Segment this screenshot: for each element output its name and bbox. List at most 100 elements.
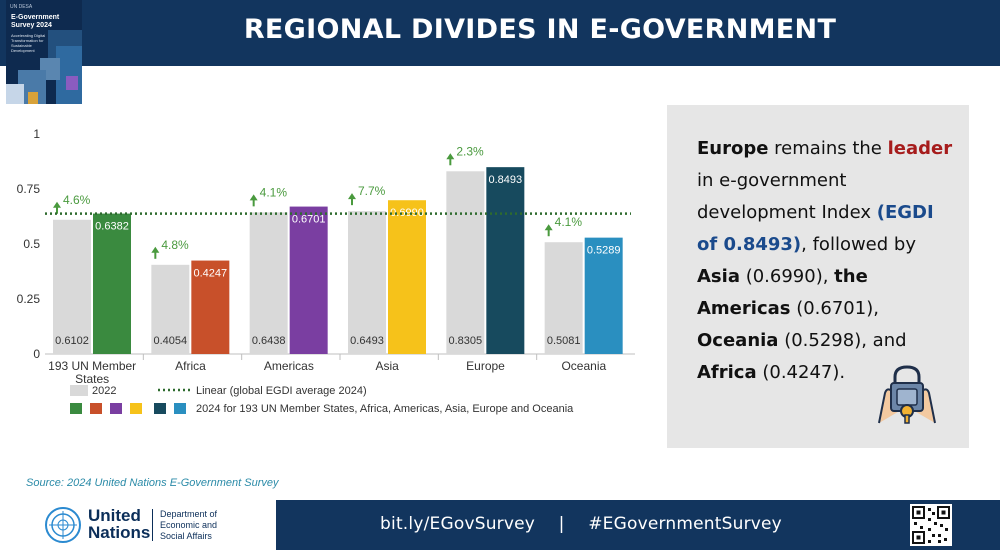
bar-2024	[289, 206, 328, 354]
y-tick-label: 0.75	[17, 182, 41, 196]
x-tick-label: States	[75, 372, 109, 386]
data-label-2022: 0.5081	[547, 335, 581, 347]
growth-arrow-stem	[351, 198, 353, 206]
header-bar: REGIONAL DIVIDES IN E-GOVERNMENT	[0, 0, 1000, 66]
legend-swatch-2024	[154, 403, 166, 414]
bar-2022	[151, 264, 190, 354]
x-tick-label: 193 UN Member	[48, 359, 136, 373]
data-label-2024: 0.6990	[390, 207, 424, 219]
y-tick-label: 0.25	[17, 292, 41, 306]
data-label-2024: 0.6701	[292, 214, 326, 226]
bar-2022	[348, 211, 386, 354]
bar-2024	[584, 237, 623, 354]
data-label-2022: 0.6438	[252, 335, 286, 347]
legend-label-2022: 2022	[92, 385, 116, 397]
summary-asia: Asia	[697, 266, 740, 287]
summary-europe: Europe	[697, 138, 769, 159]
desa-logo-text: Department of Economic and Social Affair…	[160, 509, 217, 542]
chart-area: 0 0.25 0.5 0.75 1 0.6102 0.6382 4.6% 193 UN Memb…	[0, 122, 665, 426]
summary-text-part: , followed by	[801, 234, 916, 255]
footer-links: bit.ly/EGovSurvey | #EGovernmentSurvey	[276, 514, 886, 534]
un-name-line2: Nations	[88, 523, 151, 542]
growth-arrow-icon	[151, 246, 160, 253]
bar-2022	[446, 171, 485, 354]
growth-label: 4.6%	[63, 193, 91, 207]
logo-divider	[152, 509, 153, 541]
y-tick-label: 0	[33, 347, 40, 361]
summary-text-part: in e-government development Index	[697, 170, 877, 223]
un-logo-text: United Nations	[88, 507, 150, 541]
growth-arrow-icon	[446, 153, 455, 160]
data-label-2024: 0.6382	[95, 221, 129, 233]
growth-arrow-stem	[56, 206, 58, 214]
legend-swatch-2024	[90, 403, 102, 414]
survey-hashtag: #EGovernmentSurvey	[588, 514, 782, 534]
summary-americas: the Americas	[697, 266, 868, 319]
summary-text-part: (0.4247).	[756, 362, 846, 383]
summary-africa: Africa	[697, 362, 757, 383]
summary-text-part: remains the	[768, 138, 888, 159]
growth-label: 4.8%	[161, 238, 189, 252]
data-label-2024: 0.8493	[489, 174, 523, 186]
data-label-2022: 0.8305	[449, 335, 483, 347]
cover-title: E-Government Survey 2024	[11, 14, 60, 29]
y-tick-label: 0.5	[23, 237, 40, 251]
legend-label-2024: 2024 for 193 UN Member States, Africa, A…	[196, 403, 574, 415]
x-tick-label: Europe	[466, 359, 505, 373]
survey-cover-thumbnail: UN DESA E-Government Survey 2024 Acceler…	[6, 0, 82, 104]
data-label-2024: 0.5289	[587, 245, 621, 257]
survey-link[interactable]: bit.ly/EGovSurvey	[380, 514, 536, 534]
summary-leader: leader	[887, 138, 953, 159]
data-label-2022: 0.6493	[350, 335, 384, 347]
qr-code-icon[interactable]	[910, 504, 952, 546]
growth-arrow-stem	[547, 229, 550, 237]
growth-arrow-stem	[252, 199, 255, 207]
desa-line2: Economic and	[160, 520, 218, 530]
growth-label: 2.3%	[456, 144, 484, 158]
data-label-2022: 0.4054	[154, 335, 188, 347]
x-tick-label: Americas	[264, 359, 314, 373]
bar-2022	[53, 219, 91, 354]
legend-swatch-2024	[70, 403, 82, 414]
growth-arrow-icon	[544, 224, 553, 231]
bar-2024	[93, 213, 131, 354]
x-tick-label: Oceania	[561, 359, 606, 373]
footer-separator: |	[558, 514, 565, 534]
bar-2022	[249, 212, 288, 354]
growth-arrow-stem	[154, 251, 157, 259]
summary-text: Europe remains the leader in e-governmen…	[697, 133, 957, 389]
bar-2024	[191, 260, 230, 354]
cover-art-image	[6, 0, 82, 104]
legend-swatch-2024	[130, 403, 142, 414]
growth-arrow-stem	[449, 158, 452, 166]
data-label-2022: 0.6102	[55, 335, 89, 347]
summary-egdi-value: (EGDI of 0.8493)	[697, 202, 934, 255]
growth-arrow-icon	[348, 193, 356, 200]
bar-2022	[544, 242, 583, 354]
legend-swatch-2022	[70, 385, 88, 396]
summary-text-part: (0.5298), and	[778, 330, 907, 351]
x-tick-label: Asia	[375, 359, 399, 373]
lock-hands-icon	[878, 365, 936, 424]
cover-logo: UN DESA	[10, 4, 33, 10]
footer-bar: bit.ly/EGovSurvey | #EGovernmentSurvey	[276, 500, 1000, 550]
legend-label-reference: Linear (global EGDI average 2024)	[196, 385, 367, 397]
y-tick-label: 1	[33, 127, 40, 141]
page-title: REGIONAL DIVIDES IN E-GOVERNMENT	[243, 14, 837, 45]
desa-line3: Social Affairs	[160, 531, 212, 541]
x-tick-label: Africa	[175, 359, 206, 373]
growth-label: 4.1%	[555, 215, 583, 229]
growth-label: 4.1%	[260, 185, 288, 199]
source-note: Source: 2024 United Nations E-Government…	[26, 477, 279, 489]
bar-2024	[388, 200, 426, 354]
summary-panel: Europe remains the leader in e-governmen…	[667, 105, 969, 448]
legend-swatch-2024	[110, 403, 122, 414]
un-emblem-icon	[45, 507, 81, 543]
growth-label: 7.7%	[358, 184, 386, 198]
bar-2024	[486, 167, 525, 354]
data-label-2024: 0.4247	[194, 268, 228, 280]
growth-arrow-icon	[53, 201, 61, 208]
desa-line1: Department of	[160, 509, 218, 519]
un-name-line1: United	[88, 506, 141, 525]
growth-arrow-icon	[249, 194, 258, 201]
